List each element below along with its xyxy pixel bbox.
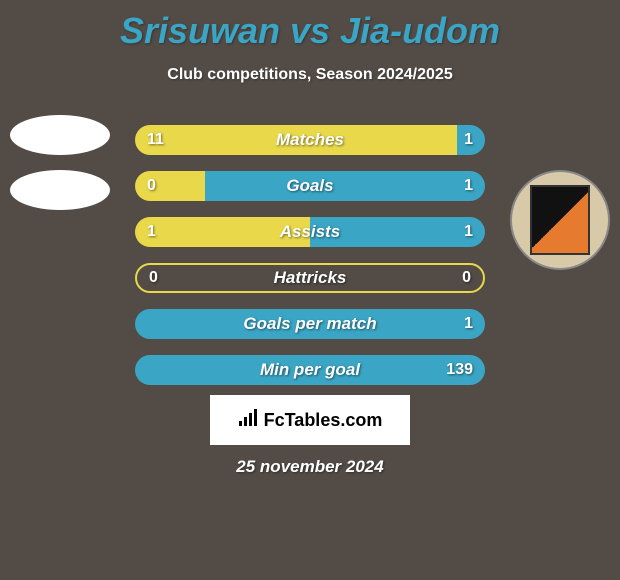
bar-label: Hattricks [137, 268, 483, 288]
stat-bar-row: 1Goals per match [135, 309, 485, 339]
club-badge-shield [530, 185, 590, 255]
player-right-badge [510, 170, 610, 270]
stat-bar-row: 139Min per goal [135, 355, 485, 385]
footer-brand-text: FcTables.com [238, 409, 383, 432]
club-badge [510, 170, 610, 270]
player-left-portrait [10, 115, 110, 215]
player-left-oval-2 [10, 170, 110, 210]
page-title: Srisuwan vs Jia-udom [0, 0, 620, 52]
bar-label: Matches [135, 130, 485, 150]
bar-label: Goals per match [135, 314, 485, 334]
player-left-oval-1 [10, 115, 110, 155]
bar-label: Goals [135, 176, 485, 196]
footer-brand-label: FcTables.com [264, 410, 383, 431]
stat-bar-row: 01Goals [135, 171, 485, 201]
bar-label: Assists [135, 222, 485, 242]
stat-bar-row: 111Matches [135, 125, 485, 155]
chart-icon [238, 409, 260, 432]
page-subtitle: Club competitions, Season 2024/2025 [0, 66, 620, 84]
stat-bar-row: 00Hattricks [135, 263, 485, 293]
footer-brand-badge: FcTables.com [210, 395, 410, 445]
bar-label: Min per goal [135, 360, 485, 380]
date-text: 25 november 2024 [236, 457, 383, 477]
stat-bar-row: 11Assists [135, 217, 485, 247]
stats-bars: 111Matches 01Goals 11Assists 00Hattricks 1Go… [135, 125, 485, 401]
